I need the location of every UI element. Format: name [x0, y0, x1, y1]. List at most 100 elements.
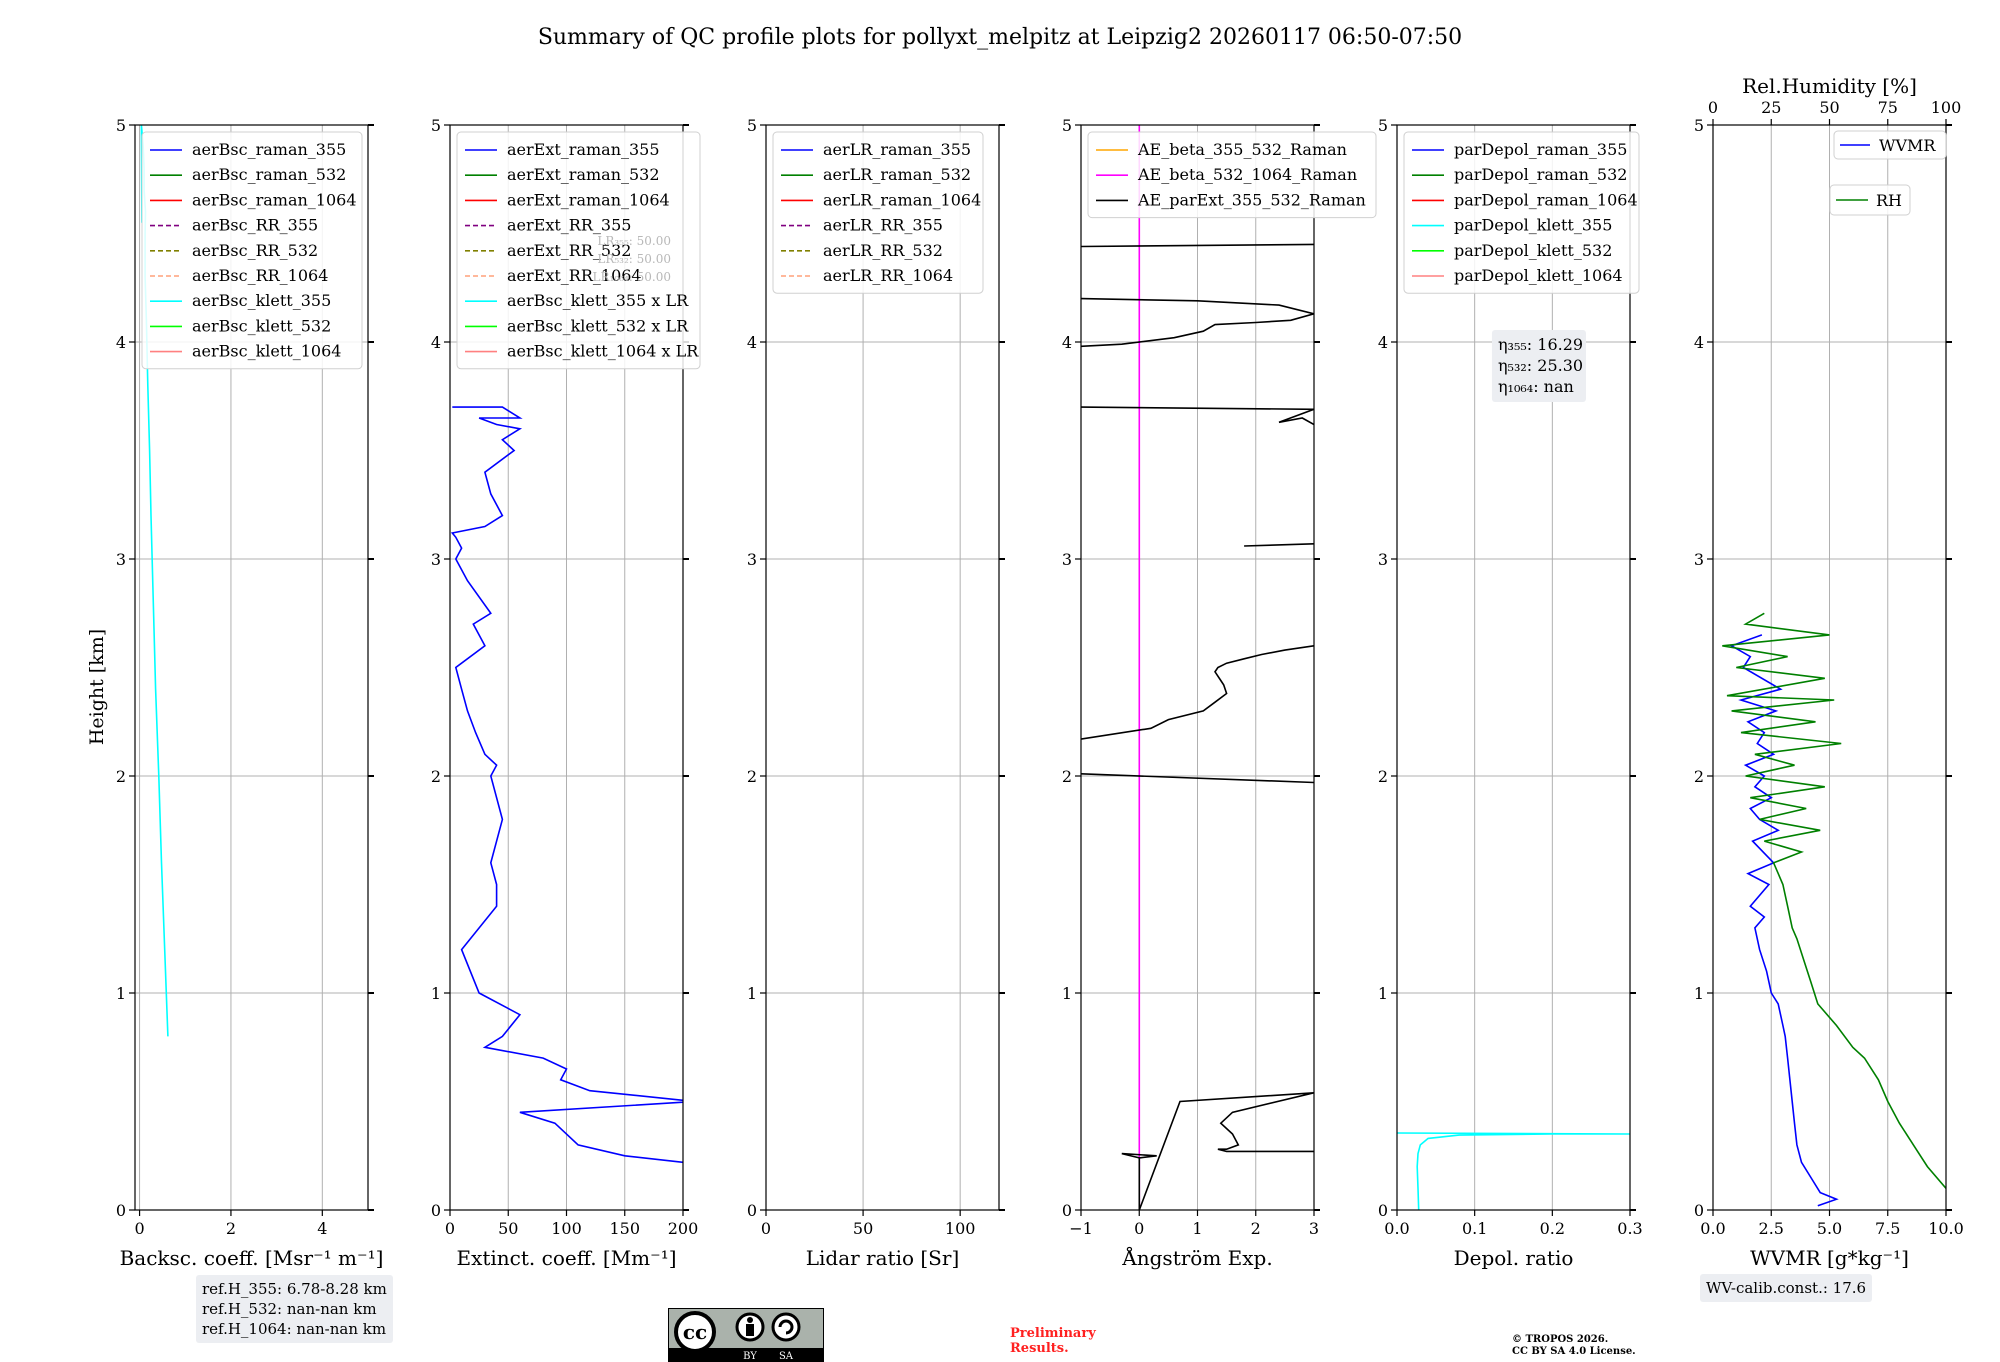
lr-annotation: LR₅₃₂: 50.00: [597, 252, 671, 266]
series-group: [1081, 125, 1314, 1210]
eta-box-frame: [1491, 330, 1586, 402]
legend: aerExt_raman_355 aerExt_raman_532 aerExt_r…: [456, 131, 701, 370]
panel-ext: 0 50 100 150 200 0 1 2 3 4 5 Extinct. coeff. [Mm⁻¹]…: [431, 116, 701, 1270]
legend-frame: [772, 131, 984, 294]
cc-by-label: BY: [743, 1351, 757, 1362]
y-tick-label: 3: [1378, 550, 1388, 569]
copyright-note: © TROPOS 2026. CC BY SA 4.0 License.: [1512, 1334, 1636, 1358]
y-tick-label: 4: [1062, 333, 1072, 352]
x-tick-label: 4: [317, 1219, 327, 1238]
series-aerExt_raman_355: [450, 406, 683, 1164]
legend-label: aerLR_RR_532: [823, 241, 943, 260]
x-tick-label: 100: [945, 1219, 976, 1238]
legend-label: AE_beta_532_1064_Raman: [1137, 165, 1357, 184]
x-axis-label: Depol. ratio: [1454, 1246, 1574, 1270]
y-tick-label: 3: [1694, 550, 1704, 569]
y-tick-label: 5: [1378, 116, 1388, 135]
legend-label: aerBsc_RR_355: [192, 216, 318, 235]
x-tick-label: 0.1: [1462, 1219, 1487, 1238]
y-tick-label: 0: [116, 1201, 126, 1220]
top-tick-label: 100: [1931, 98, 1962, 117]
y-tick-label: 2: [116, 767, 126, 786]
ref-height-532: ref.H_532: nan-nan km: [202, 1300, 377, 1318]
legend-label: aerBsc_klett_355: [192, 291, 331, 310]
x-tick-label: 0.0: [1384, 1219, 1409, 1238]
copyright-line-1: © TROPOS 2026.: [1512, 1334, 1609, 1345]
figure-title: Summary of QC profile plots for pollyxt_…: [538, 25, 1462, 50]
legend-frame: [1403, 131, 1640, 294]
legend-label: aerBsc_klett_532: [192, 316, 331, 335]
legend-label: aerBsc_raman_532: [192, 165, 346, 184]
legend-label: aerLR_raman_1064: [823, 190, 981, 209]
y-tick-label: 5: [116, 116, 126, 135]
y-tick-label: 2: [1062, 767, 1072, 786]
legend-label: aerExt_RR_355: [507, 216, 631, 235]
x-tick-label: 200: [668, 1219, 699, 1238]
preliminary-line-2: Results.: [1010, 1341, 1069, 1356]
y-tick-label: 4: [1378, 333, 1388, 352]
y-tick-label: 2: [431, 767, 441, 786]
legend-label: aerExt_RR_1064: [507, 266, 642, 285]
x-tick-label: 0.2: [1540, 1219, 1565, 1238]
series-AE_parExt_355_532_Raman: [1081, 297, 1314, 348]
x-axis-label: WVMR [g*kg⁻¹]: [1750, 1246, 1909, 1270]
y-tick-label: 3: [116, 550, 126, 569]
y-tick-label: 3: [1062, 550, 1072, 569]
x-tick-label: 1: [1192, 1219, 1202, 1238]
x-tick-label: 150: [609, 1219, 640, 1238]
y-tick-label: 1: [116, 984, 126, 1003]
x-axis-label: Lidar ratio [Sr]: [806, 1246, 960, 1270]
axes-frame: [1396, 124, 1631, 1211]
series-AE_parExt_355_532_Raman: [1081, 406, 1314, 426]
legend-label: aerLR_raman_532: [823, 165, 971, 184]
y-tick-label: 0: [747, 1201, 757, 1220]
series-AE_parExt_355_532_Raman: [1081, 773, 1314, 784]
y-tick-label: 0: [1694, 1201, 1704, 1220]
lr-annotation: LR₁₀₆₄: 50.00: [593, 270, 671, 284]
series-RH: [1722, 612, 1946, 1189]
legend-label: aerBsc_klett_355 x LR: [507, 291, 689, 310]
legend-label: aerExt_raman_532: [507, 165, 660, 184]
legend-wvmr: WVMR: [1833, 130, 1947, 160]
legend-label: aerBsc_raman_355: [192, 140, 346, 159]
x-tick-label: 0.3: [1617, 1219, 1642, 1238]
cc-sa-label: SA: [779, 1351, 794, 1362]
legend: AE_beta_355_532_Raman AE_beta_532_1064_Ra…: [1087, 131, 1377, 219]
legend-label: aerBsc_RR_1064: [192, 266, 328, 285]
legend-label: aerBsc_RR_532: [192, 241, 318, 260]
legend-frame: [456, 131, 701, 370]
legend-label: aerBsc_klett_1064: [192, 342, 341, 361]
legend-label: RH: [1876, 191, 1902, 210]
legend-label: WVMR: [1879, 136, 1936, 155]
panel-lr: 0 50 100 0 1 2 3 4 5 Lidar ratio [Sr] aerLR_raman_…: [747, 116, 1005, 1270]
legend-label: aerBsc_raman_1064: [192, 190, 357, 209]
x-tick-label: 0: [134, 1219, 144, 1238]
y-tick-label: 5: [747, 116, 757, 135]
top-tick-label: 0: [1708, 98, 1718, 117]
legend: aerBsc_raman_355 aerBsc_raman_532 aerBsc_r…: [141, 131, 363, 370]
ref-height-1064: ref.H_1064: nan-nan km: [202, 1320, 387, 1338]
y-tick-label: 3: [431, 550, 441, 569]
y-tick-label: 4: [431, 333, 441, 352]
legend-frame: [1833, 130, 1947, 160]
series-parDepol_klett_355: [1397, 1132, 1630, 1210]
legend-label: AE_beta_355_532_Raman: [1137, 140, 1347, 159]
panel-bsc: 0 2 4 0 1 2 3 4 5 Backsc. coeff. [Msr⁻¹ m⁻¹] aerBs…: [116, 116, 384, 1270]
legend-frame: [141, 131, 363, 370]
x-tick-label: 10.0: [1928, 1219, 1964, 1238]
y-axis-label: Height [km]: [86, 629, 108, 745]
y-tick-label: 4: [1694, 333, 1704, 352]
legend-label: aerExt_raman_355: [507, 140, 660, 159]
y-tick-label: 5: [1694, 116, 1704, 135]
top-tick-label: 50: [1819, 98, 1839, 117]
series-AE_parExt_355_532_Raman: [1244, 543, 1314, 547]
legend: aerLR_raman_355 aerLR_raman_532 aerLR_rama…: [772, 131, 984, 294]
preliminary-note: Preliminary Results.: [1010, 1326, 1096, 1356]
legend-label: parDepol_klett_355: [1454, 216, 1612, 235]
x-tick-label: 0: [1134, 1219, 1144, 1238]
preliminary-line-1: Preliminary: [1010, 1326, 1096, 1341]
x-tick-label: 0: [445, 1219, 455, 1238]
y-tick-label: 0: [431, 1201, 441, 1220]
top-tick-label: 75: [1878, 98, 1898, 117]
